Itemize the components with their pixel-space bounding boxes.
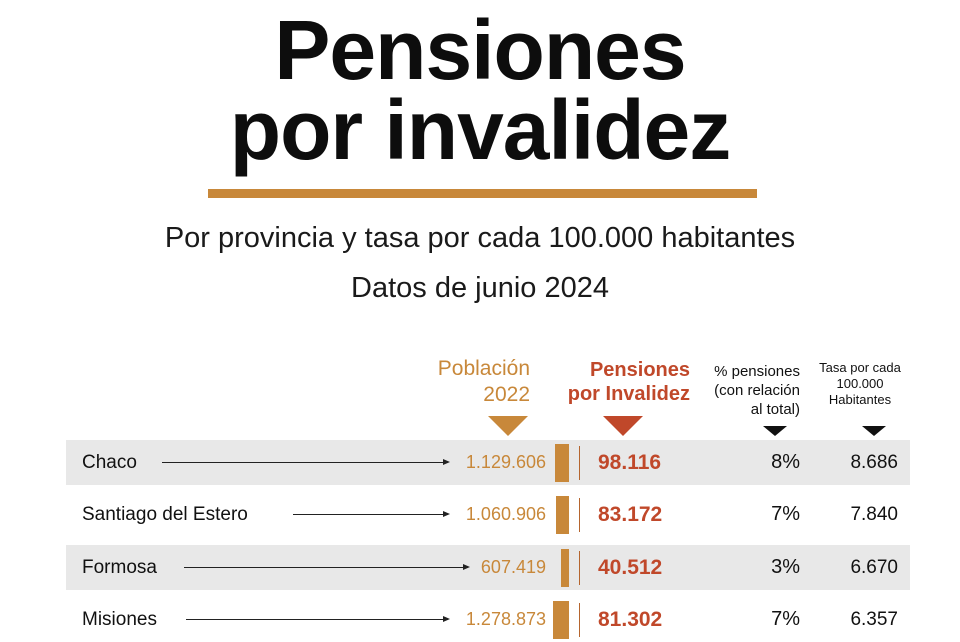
title-line-2: por invalidez [229,83,731,177]
population-bar [553,601,569,639]
header-population: Población 2022 [410,356,530,408]
arrow-right-icon [184,564,470,570]
table-row: Chaco 1.129.606 98.116 8% 8.686 [66,440,910,485]
arrow-right-icon [186,616,450,622]
rate-value: 7.840 [850,504,898,525]
pensions-value: 81.302 [598,608,663,631]
divider [579,551,580,585]
divider [579,603,580,637]
header-population-line1: Población [437,357,530,380]
subtitle-line-1: Por provincia y tasa por cada 100.000 ha… [164,222,796,254]
province-name: Chaco [82,452,137,473]
province-name: Santiago del Estero [82,504,248,525]
triangle-down-icon [488,416,528,436]
header-percent: % pensiones (con relación al total) [690,362,800,419]
header-percent-line2: (con relación [714,382,800,399]
percent-value: 3% [771,556,800,578]
percent-value: 7% [771,608,800,630]
triangle-down-icon [862,426,886,436]
header-rate-line1: Tasa por cada [819,360,901,375]
divider [579,446,580,480]
arrow-right-icon [162,459,450,465]
header-pensions-line2: por Invalidez [567,383,690,405]
rate-value: 6.670 [850,557,898,578]
subtitle-line-2: Datos de junio 2024 [351,272,609,304]
header-population-line2: 2022 [483,383,530,406]
title-underline [208,189,757,198]
population-bar [555,444,569,482]
rate-value: 6.357 [850,609,898,630]
percent-value: 8% [771,451,800,473]
triangle-down-icon [603,416,643,436]
population-value: 607.419 [480,557,546,577]
divider [579,498,580,532]
population-value: 1.129.606 [465,452,546,472]
triangle-down-icon [763,426,787,436]
province-name: Formosa [82,557,157,578]
table-row: Santiago del Estero 1.060.906 83.172 7% 7.84… [66,492,910,537]
header-percent-line1: % pensiones [714,363,800,380]
table-row: Formosa 607.419 40.512 3% 6.670 [66,545,910,590]
pensions-value: 83.172 [598,503,663,526]
header-percent-line3: al total) [750,401,800,418]
table-row: Misiones 1.278.873 81.302 7% 6.357 [66,597,910,642]
pensions-value: 98.116 [598,451,662,474]
population-bar [561,549,569,587]
population-value: 1.060.906 [465,504,546,524]
rate-value: 8.686 [850,452,898,473]
header-pensions-line1: Pensiones [589,359,690,381]
pensions-value: 40.512 [598,556,663,579]
title-line-1: Pensiones [274,3,686,97]
arrow-right-icon [293,511,450,517]
header-rate: Tasa por cada 100.000 Habitantes [805,360,915,408]
header-rate-line3: Habitantes [828,392,892,407]
province-name: Misiones [82,609,157,630]
percent-value: 7% [771,503,800,525]
population-value: 1.278.873 [465,609,546,629]
header-rate-line2: 100.000 [836,376,884,391]
population-bar [556,496,569,534]
header-pensions: Pensiones por Invalidez [540,358,690,406]
